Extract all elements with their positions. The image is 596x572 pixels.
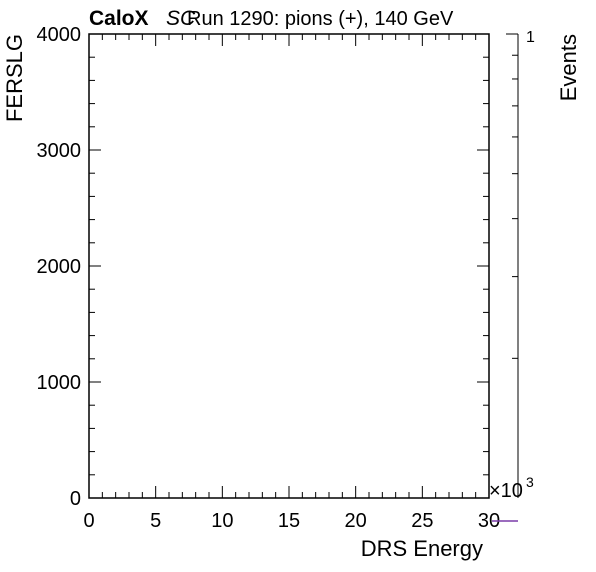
y-tick-label: 3000 [37, 140, 82, 162]
y-axis-ticks [89, 33, 489, 499]
y-axis-tick-labels: 0 1000 2000 3000 4000 [37, 24, 82, 510]
experiment-label: CaloX [89, 7, 149, 30]
x-axis-ticks [88, 34, 490, 498]
y-tick-label: 0 [70, 488, 81, 510]
x-axis-multiplier-exponent: 3 [526, 474, 534, 490]
x-tick-label: 20 [345, 510, 367, 532]
x-tick-label: 30 [478, 510, 500, 532]
x-axis-tick-labels: 0 5 10 15 20 25 30 [83, 510, 500, 532]
x-tick-label: 0 [83, 510, 94, 532]
z-axis-title: Events [556, 34, 581, 101]
x-tick-label: 10 [211, 510, 233, 532]
x-tick-label: 25 [411, 510, 433, 532]
x-axis-title: DRS Energy [361, 536, 483, 561]
experiment-suffix: SC [166, 7, 196, 30]
chart-title: Run 1290: pions (+), 140 GeV [187, 8, 454, 30]
plot-frame [88, 33, 490, 499]
y-axis-title: FERSLG [2, 34, 27, 122]
z-axis-ticks [506, 33, 518, 359]
x-tick-label: 5 [150, 510, 161, 532]
z-axis-tick-label: 1 [526, 29, 535, 46]
y-tick-label: 1000 [37, 372, 82, 394]
x-axis-multiplier: ×10 [489, 480, 523, 502]
y-tick-label: 2000 [37, 256, 82, 278]
x-tick-label: 15 [278, 510, 300, 532]
y-tick-label: 4000 [37, 24, 82, 46]
